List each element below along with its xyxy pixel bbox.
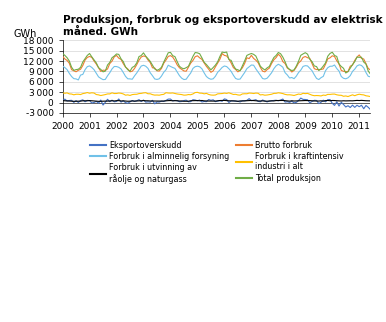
Legend: Eksportoverskudd, Forbruk i alminnelig forsyning, Forbruk i utvinning av
råolje : Eksportoverskudd, Forbruk i alminnelig f… (86, 137, 347, 187)
Y-axis label: GWh: GWh (14, 29, 37, 39)
Text: Produksjon, forbruk og eksportoverskudd av elektrisk kraft per
måned. GWh: Produksjon, forbruk og eksportoverskudd … (63, 15, 386, 37)
